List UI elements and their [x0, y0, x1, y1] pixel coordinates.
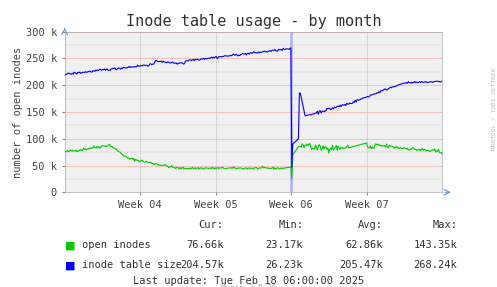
Text: RRDTOOL / TOBI OETIKER: RRDTOOL / TOBI OETIKER — [491, 68, 496, 150]
Text: 76.66k: 76.66k — [186, 241, 224, 250]
Text: 62.86k: 62.86k — [345, 241, 383, 250]
Text: 23.17k: 23.17k — [266, 241, 303, 250]
Text: ■: ■ — [65, 261, 75, 270]
Text: ■: ■ — [65, 241, 75, 250]
Text: 205.47k: 205.47k — [339, 261, 383, 270]
Text: 143.35k: 143.35k — [414, 241, 457, 250]
Text: 268.24k: 268.24k — [414, 261, 457, 270]
Text: Min:: Min: — [278, 220, 303, 230]
Text: 26.23k: 26.23k — [266, 261, 303, 270]
Y-axis label: number of open inodes: number of open inodes — [13, 46, 23, 178]
Text: open inodes: open inodes — [82, 241, 151, 250]
Text: Munin 2.0.76: Munin 2.0.76 — [221, 284, 276, 287]
Text: Last update: Tue Feb 18 06:00:00 2025: Last update: Tue Feb 18 06:00:00 2025 — [133, 276, 364, 286]
Title: Inode table usage - by month: Inode table usage - by month — [126, 14, 381, 29]
Text: inode table size: inode table size — [82, 261, 182, 270]
Text: Cur:: Cur: — [199, 220, 224, 230]
Text: Avg:: Avg: — [358, 220, 383, 230]
Text: Max:: Max: — [432, 220, 457, 230]
Text: 204.57k: 204.57k — [180, 261, 224, 270]
